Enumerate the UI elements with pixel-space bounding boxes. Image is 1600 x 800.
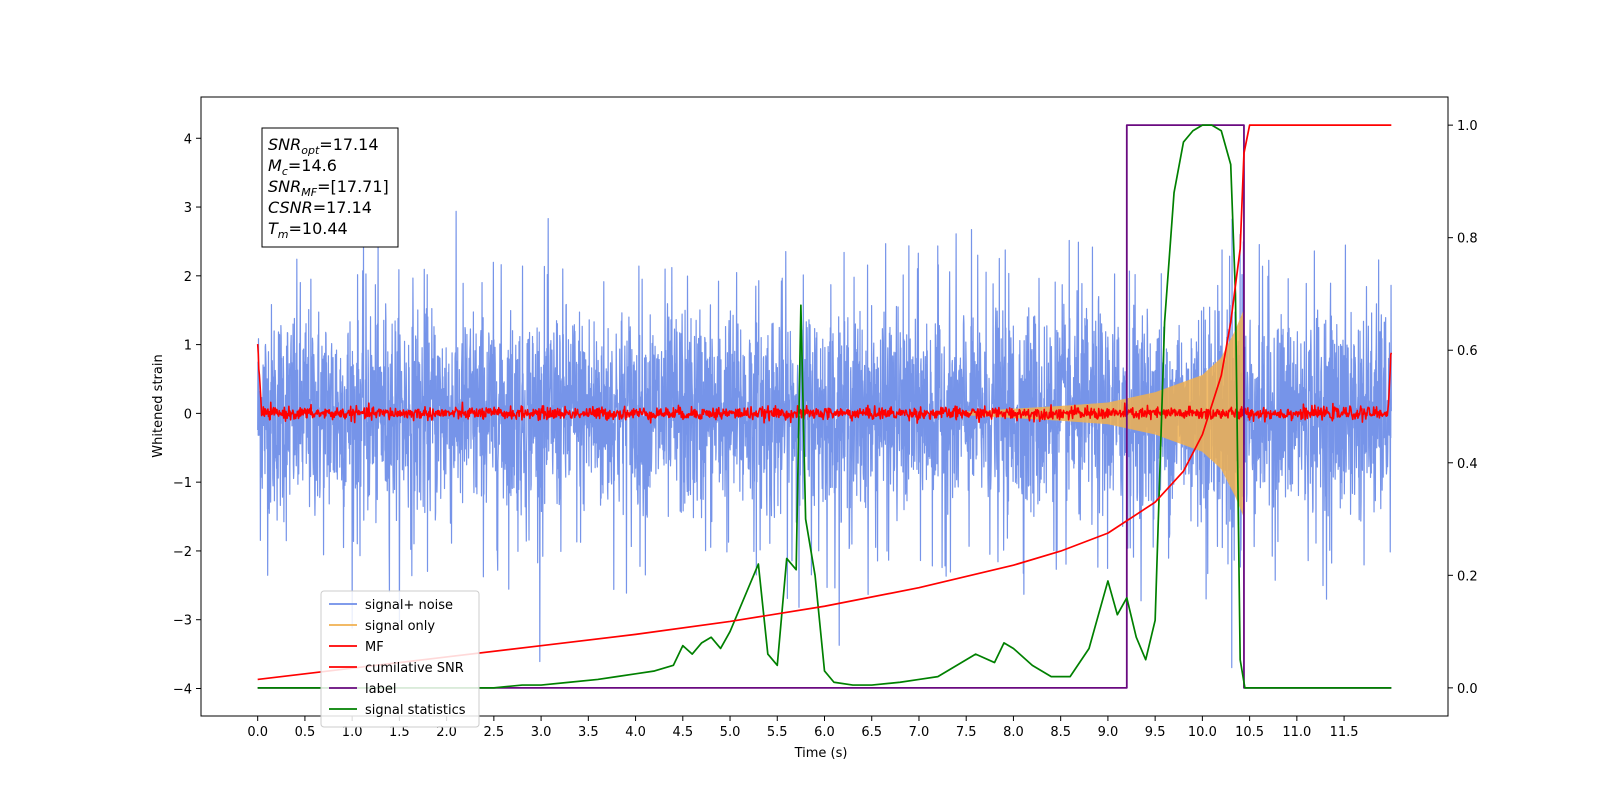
y-tick-label: 0	[184, 407, 192, 422]
legend: signal+ noise signal only MF cumilative SNR…	[320, 590, 480, 728]
x-tick-label: 0.0	[247, 725, 268, 740]
plot-area	[256, 124, 1393, 689]
y2-tick-label: 0.2	[1457, 569, 1478, 584]
y-tick-label: −3	[173, 614, 192, 629]
x-tick-label: 10.0	[1188, 725, 1217, 740]
info-line: CSNR=17.14	[268, 198, 372, 217]
x-tick-label: 9.5	[1145, 725, 1166, 740]
y-tick-label: 1	[184, 339, 192, 354]
info-line: Mc=14.6	[268, 156, 337, 178]
info-line: SNRopt=17.14	[268, 135, 379, 157]
x-tick-label: 8.0	[1003, 725, 1024, 740]
x-tick-label: 5.0	[720, 725, 741, 740]
info-line: Tm=10.44	[268, 219, 348, 241]
x-tick-label: 4.5	[672, 725, 693, 740]
x-tick-label: 6.0	[814, 725, 835, 740]
series-cumilative-snr	[257, 124, 1392, 681]
y-tick-label: −1	[173, 476, 192, 491]
y-tick-label: 3	[184, 201, 192, 216]
x-axis-label: Time (s)	[794, 746, 848, 761]
x-axis: 0.0 0.5 1.0 1.5 2.0 2.5 3.0 3.5 4.0 4.5 5.0 5.5 6.0 6…	[247, 716, 1359, 740]
info-box-frame	[261, 127, 399, 248]
x-tick-label: 7.0	[909, 725, 930, 740]
series-signal-statistics	[257, 124, 1392, 689]
legend-label: label	[365, 682, 396, 697]
y-tick-label: 4	[184, 132, 192, 147]
y-axis-left: 4 3 2 1 0 −1 −2 −3 −4	[173, 132, 201, 697]
x-tick-label: 10.5	[1235, 725, 1264, 740]
legend-label: cumilative SNR	[365, 661, 464, 676]
x-tick-label: 11.0	[1282, 725, 1311, 740]
y2-tick-label: 0.0	[1457, 682, 1478, 697]
x-tick-label: 5.5	[767, 725, 788, 740]
legend-label: signal+ noise	[365, 598, 453, 613]
x-tick-label: 8.5	[1050, 725, 1071, 740]
x-tick-label: 4.0	[625, 725, 646, 740]
x-tick-label: 3.5	[578, 725, 599, 740]
x-tick-label: 9.0	[1098, 725, 1119, 740]
x-tick-label: 6.5	[861, 725, 882, 740]
y-tick-label: −4	[173, 682, 192, 697]
y2-tick-label: 0.6	[1457, 344, 1478, 359]
x-tick-label: 2.0	[436, 725, 457, 740]
series-mf	[256, 344, 1393, 424]
x-tick-label: 0.5	[295, 725, 316, 740]
y2-tick-label: 0.8	[1457, 232, 1478, 247]
y-axis-right: 1.0 0.8 0.6 0.4 0.2 0.0	[1448, 119, 1478, 697]
x-tick-label: 1.5	[389, 725, 410, 740]
legend-label: signal only	[365, 619, 435, 634]
legend-label: signal statistics	[365, 703, 466, 718]
legend-frame	[320, 590, 480, 728]
x-tick-label: 7.5	[956, 725, 977, 740]
y2-tick-label: 0.4	[1457, 457, 1478, 472]
y-tick-label: −2	[173, 545, 192, 560]
info-line: SNRMF=[17.71]	[268, 177, 389, 199]
info-box: SNRopt=17.14Mc=14.6SNRMF=[17.71]CSNR=17.…	[261, 127, 399, 248]
legend-label: MF	[365, 640, 384, 655]
x-tick-label: 2.5	[484, 725, 505, 740]
y-axis-label: Whitened strain	[151, 354, 166, 457]
x-tick-label: 1.0	[342, 725, 363, 740]
x-tick-label: 3.0	[531, 725, 552, 740]
y-tick-label: 2	[184, 270, 192, 285]
x-tick-label: 11.5	[1330, 725, 1359, 740]
y2-tick-label: 1.0	[1457, 119, 1478, 134]
